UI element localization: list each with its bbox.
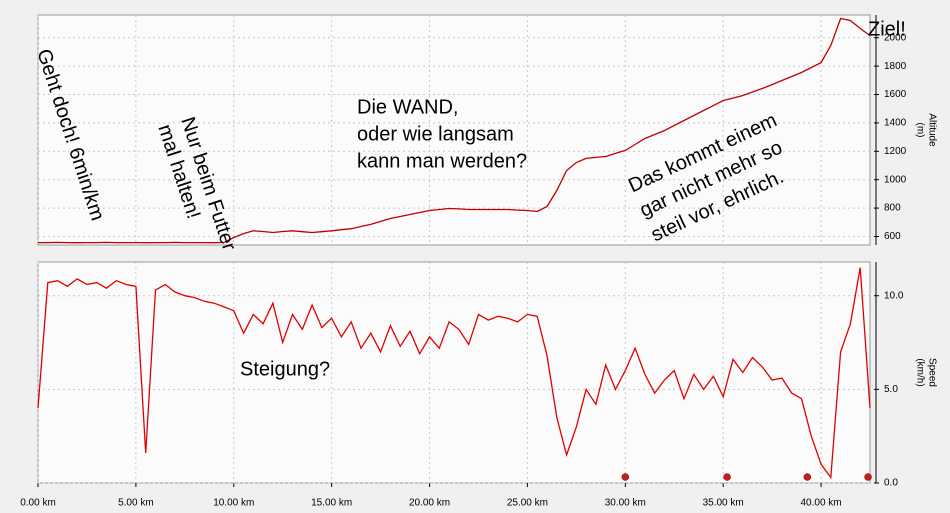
y-tick-label: 800: [884, 203, 901, 214]
y-tick-label: 600: [884, 231, 901, 242]
y-tick-label: 1800: [884, 61, 907, 72]
x-tick-label: 10.00 km: [213, 498, 254, 509]
y-axis-unit: (km/h): [914, 358, 925, 386]
lap-marker: [864, 473, 872, 481]
y-tick-label: 1000: [884, 174, 907, 185]
lap-marker: [803, 473, 812, 481]
annotation-text: Ziel!: [868, 18, 906, 40]
x-tick-label: 35.00 km: [703, 498, 744, 509]
y-tick-label: 0.0: [884, 478, 898, 489]
y-tick-label: 10.0: [884, 290, 904, 301]
x-tick-label: 15.00 km: [311, 498, 352, 509]
annotation-text: oder wie langsam: [357, 123, 514, 145]
annotation: Die WAND, oder wie langsam kann man werden…: [357, 96, 527, 172]
annotation-text: kann man werden?: [357, 150, 527, 172]
y-tick-label: 5.0: [884, 384, 898, 395]
data-line: [37, 267, 871, 480]
annotation-text: Die WAND,: [357, 96, 458, 118]
y-tick-label: 1200: [884, 146, 907, 157]
annotation-text: Steigung?: [240, 358, 330, 380]
y-tick-label: 2000: [884, 32, 907, 43]
lap-marker: [723, 473, 731, 481]
altitude-plot: [37, 14, 871, 246]
y-axis-label: Speed: [926, 358, 937, 387]
x-tick-label: 0.00 km: [20, 498, 56, 509]
annotation: Steigung?: [240, 358, 330, 380]
y-axis-unit: (m): [914, 123, 925, 138]
speed-plot: [37, 261, 871, 484]
data-line: [38, 17, 871, 244]
x-tick-label: 40.00 km: [800, 498, 841, 509]
x-tick-label: 25.00 km: [507, 498, 548, 509]
annotation: Ziel!: [868, 18, 906, 40]
y-axis-label: Altitude: [926, 113, 937, 147]
x-tick-label: 30.00 km: [605, 498, 646, 509]
y-tick-label: 1600: [884, 89, 907, 100]
x-tick-label: 5.00 km: [118, 498, 154, 509]
y-tick-label: 1400: [884, 118, 907, 129]
x-tick-label: 20.00 km: [409, 498, 450, 509]
lap-marker: [621, 473, 630, 481]
